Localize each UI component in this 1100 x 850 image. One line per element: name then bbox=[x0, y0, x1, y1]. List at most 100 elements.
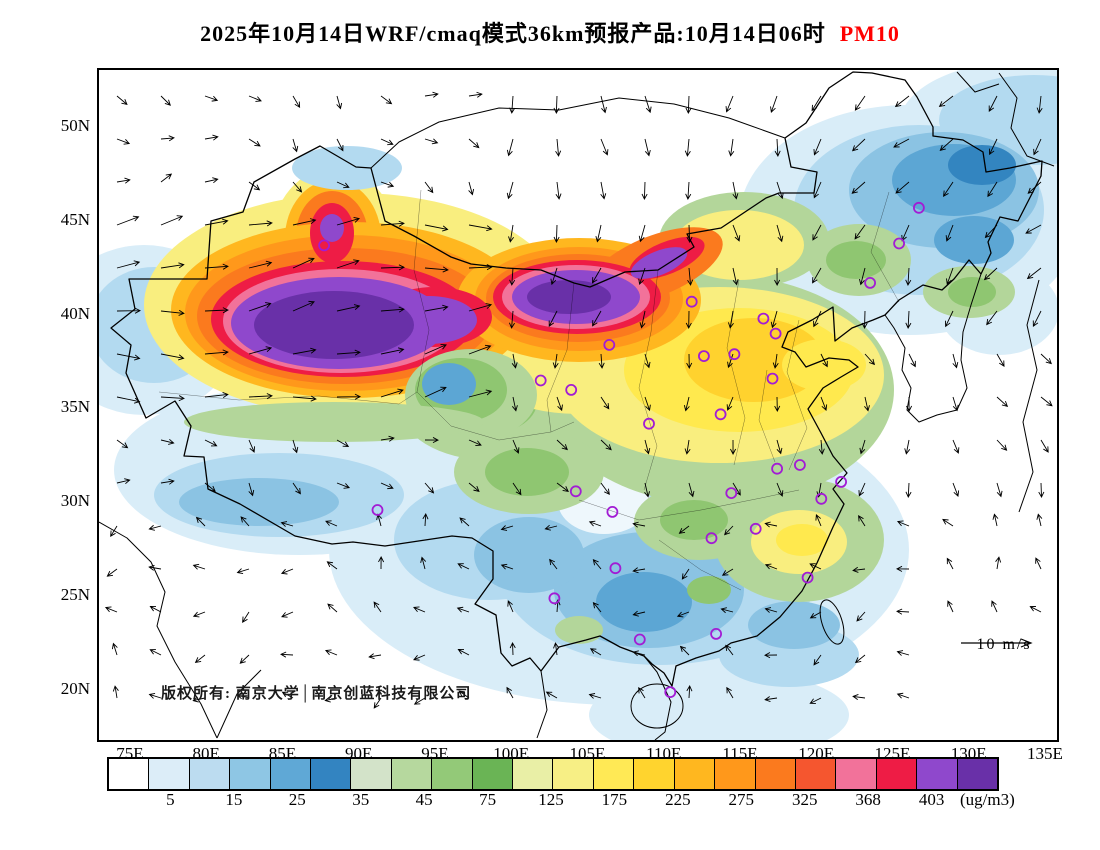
wind-arrow bbox=[809, 611, 822, 619]
wind-arrow bbox=[1032, 310, 1042, 328]
city-marker bbox=[606, 505, 619, 518]
wind-arrow bbox=[281, 611, 294, 618]
wind-arrow bbox=[600, 138, 609, 156]
lon-tick-label: 135E bbox=[1027, 744, 1063, 763]
wind-arrow bbox=[336, 217, 361, 226]
wind-arrow bbox=[983, 267, 998, 281]
wind-arrow bbox=[336, 349, 361, 356]
wind-arrow bbox=[116, 396, 141, 404]
city-marker bbox=[864, 276, 876, 289]
wind-arrow bbox=[424, 224, 449, 232]
wind-arrow bbox=[292, 482, 301, 495]
wind-arrow bbox=[500, 563, 514, 570]
wind-arrow bbox=[468, 439, 482, 446]
wind-arrow bbox=[864, 396, 870, 412]
wind-arrow bbox=[905, 267, 912, 286]
wind-arrow bbox=[553, 642, 560, 656]
wind-arrow bbox=[512, 439, 520, 454]
colorbar-cell bbox=[188, 759, 230, 789]
colorbar-cell bbox=[471, 759, 513, 789]
wind-arrow bbox=[327, 603, 338, 613]
wind-arrow bbox=[248, 346, 273, 355]
wind-arrow bbox=[942, 518, 954, 527]
wind-arrow bbox=[644, 138, 651, 157]
wind-arrow bbox=[110, 525, 118, 538]
wind-arrow bbox=[632, 521, 646, 528]
wind-arrow bbox=[380, 220, 405, 227]
wind-arrow bbox=[552, 353, 559, 369]
wind-arrow bbox=[893, 138, 910, 148]
wind-arrow bbox=[192, 563, 206, 570]
wind-arrow bbox=[336, 181, 350, 189]
wind-arrow bbox=[380, 306, 405, 313]
city-marker bbox=[749, 522, 762, 535]
colorbar-cell bbox=[431, 759, 472, 789]
colorbar-tick-label: 225 bbox=[665, 790, 691, 809]
city-marker bbox=[569, 485, 582, 498]
city-marker bbox=[534, 374, 547, 387]
wind-arrow bbox=[380, 138, 394, 146]
lat-tick-label: 30N bbox=[60, 491, 90, 511]
wind-arrow bbox=[424, 266, 449, 273]
wind-arrow bbox=[508, 310, 515, 329]
wind-arrow bbox=[456, 606, 470, 613]
wind-arrow bbox=[1036, 95, 1043, 114]
wind-arrow bbox=[809, 697, 822, 704]
wind-arrow bbox=[811, 95, 822, 112]
wind-arrow bbox=[160, 309, 185, 316]
wind-arrow bbox=[600, 439, 612, 451]
wind-arrow bbox=[895, 181, 910, 194]
wind-arrow bbox=[457, 563, 470, 570]
wind-arrow bbox=[160, 173, 173, 183]
wind-arrow bbox=[721, 568, 734, 576]
northeast-coast-lines bbox=[998, 72, 1055, 167]
wind-arrow bbox=[192, 611, 206, 618]
wind-arrow bbox=[996, 482, 1003, 498]
lat-tick-label: 35N bbox=[60, 397, 90, 417]
wind-arrow bbox=[1038, 482, 1045, 498]
wind-arrow bbox=[600, 482, 610, 496]
colorbar-cell bbox=[794, 759, 836, 789]
city-markers bbox=[318, 201, 925, 698]
wind-arrow bbox=[943, 181, 954, 197]
lat-tick-label: 20N bbox=[60, 678, 90, 698]
wind-arrow bbox=[939, 138, 954, 151]
wind-arrow bbox=[160, 395, 185, 402]
wind-arrow bbox=[632, 650, 646, 657]
wind-arrow bbox=[380, 95, 393, 105]
wind-arrow bbox=[688, 482, 695, 498]
wind-arrow bbox=[248, 439, 256, 453]
wind-arrow bbox=[813, 138, 822, 156]
colorbar-cell bbox=[229, 759, 270, 789]
wind-arrow bbox=[500, 525, 514, 531]
wind-arrow bbox=[732, 224, 741, 242]
wind-arrow bbox=[592, 558, 602, 570]
city-marker bbox=[801, 571, 814, 584]
wind-arrow bbox=[506, 686, 514, 699]
city-marker bbox=[714, 408, 727, 421]
wind-arrow bbox=[555, 138, 562, 157]
wind-arrow bbox=[160, 353, 185, 361]
title-text: 2025年10月14日WRF/cmaq模式36km预报产品:10月14日06时 bbox=[200, 21, 826, 46]
wind-arrow bbox=[468, 181, 475, 196]
wind-arrow bbox=[632, 567, 646, 574]
wind-arrow bbox=[1036, 513, 1043, 527]
city-marker bbox=[705, 532, 718, 545]
wind-arrow bbox=[812, 267, 822, 284]
wind-arrow bbox=[544, 524, 558, 531]
wind-arrow bbox=[292, 138, 299, 153]
wind-arrow bbox=[148, 524, 162, 531]
wind-arrow bbox=[589, 648, 602, 656]
wind-arrow bbox=[952, 482, 960, 497]
wind-arrow bbox=[946, 557, 954, 570]
wind-arrow bbox=[511, 396, 518, 412]
wind-arrow bbox=[106, 568, 118, 577]
wind-arrow bbox=[413, 654, 426, 661]
wind-arrow bbox=[116, 478, 131, 485]
city-marker bbox=[371, 504, 384, 516]
indochina-border bbox=[536, 670, 548, 739]
wind-arrow bbox=[859, 267, 866, 286]
colorbar-tick-label: 25 bbox=[288, 790, 306, 809]
city-marker bbox=[318, 239, 331, 252]
wind-arrow bbox=[292, 257, 315, 269]
